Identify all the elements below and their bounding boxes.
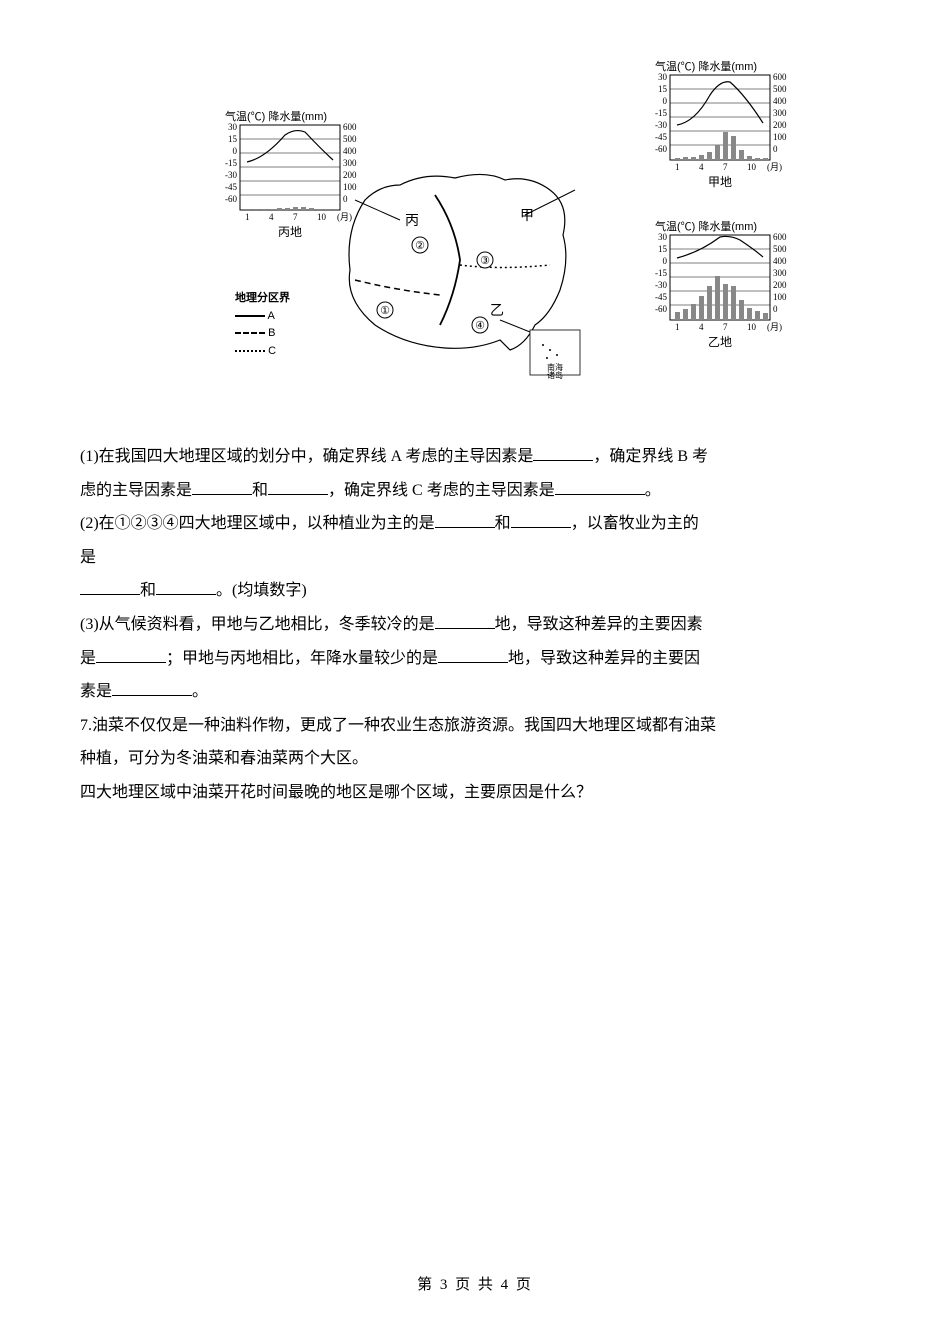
svg-text:-30: -30: [225, 170, 237, 180]
svg-text:0: 0: [773, 144, 778, 154]
svg-text:-15: -15: [655, 108, 667, 118]
svg-text:④: ④: [475, 320, 485, 332]
svg-text:-45: -45: [655, 292, 667, 302]
svg-text:600: 600: [773, 232, 787, 242]
svg-text:-45: -45: [655, 132, 667, 142]
question-3: (3)从气候资料看，甲地与乙地相比，冬季较冷的是地，导致这种差异的主要因素 是；…: [80, 608, 870, 709]
svg-text:-60: -60: [655, 144, 667, 154]
svg-text:500: 500: [773, 84, 787, 94]
svg-text:0: 0: [773, 304, 778, 314]
svg-text:600: 600: [773, 72, 787, 82]
chart-yi-label: 乙地: [645, 330, 795, 355]
svg-text:300: 300: [773, 108, 787, 118]
chart-jia: 30 15 0 -15 -30 -45 -60 600 500 400 300 …: [645, 70, 795, 180]
chart-jia-title: 气温(℃) 降水量(mm): [655, 56, 757, 79]
svg-text:15: 15: [658, 244, 668, 254]
svg-text:200: 200: [773, 280, 787, 290]
svg-text:丙: 丙: [405, 214, 419, 229]
svg-text:②: ②: [415, 240, 425, 252]
chart-bing-title: 气温(℃) 降水量(mm): [225, 106, 327, 129]
chart-yi-title: 气温(℃) 降水量(mm): [655, 216, 757, 239]
svg-text:诸岛: 诸岛: [547, 370, 563, 380]
legend-item-c: C: [235, 343, 290, 361]
svg-text:600: 600: [343, 122, 357, 132]
legend-item-a: A: [235, 308, 290, 326]
legend-title: 地理分区界: [235, 290, 290, 308]
svg-text:-30: -30: [655, 120, 667, 130]
legend-item-b: B: [235, 325, 290, 343]
svg-text:-30: -30: [655, 280, 667, 290]
svg-text:-60: -60: [225, 194, 237, 204]
svg-text:乙: 乙: [490, 303, 504, 319]
chart-jia-label: 甲地: [645, 170, 795, 195]
svg-text:500: 500: [343, 134, 357, 144]
svg-text:400: 400: [773, 96, 787, 106]
svg-text:-15: -15: [225, 158, 237, 168]
svg-text:100: 100: [773, 292, 787, 302]
svg-text:0: 0: [233, 146, 238, 156]
question-2: (2)在①②③④四大地理区域中，以种植业为主的是和，以畜牧业为主的 是 和。(均…: [80, 507, 870, 608]
svg-text:200: 200: [773, 120, 787, 130]
svg-text:400: 400: [773, 256, 787, 266]
svg-text:-15: -15: [655, 268, 667, 278]
chart-yi: 30 15 0 -15 -30 -45 -60 600 500 400 300 …: [645, 230, 795, 340]
svg-text:500: 500: [773, 244, 787, 254]
question-1: (1)在我国四大地理区域的划分中，确定界线 A 考虑的主导因素是，确定界线 B …: [80, 440, 870, 507]
legend: 地理分区界 A B C: [235, 290, 290, 360]
china-map: 甲 乙 丙 ① ② ③ ④ 南海 诸岛: [325, 150, 605, 380]
svg-text:0: 0: [663, 256, 668, 266]
figure-container: 气温(℃) 降水量(mm) 30 15 0 -15 -30 -45 -60 60…: [175, 80, 775, 420]
svg-text:③: ③: [480, 255, 490, 267]
svg-text:15: 15: [658, 84, 668, 94]
svg-text:-45: -45: [225, 182, 237, 192]
svg-text:100: 100: [773, 132, 787, 142]
page-footer: 第 3 页 共 4 页: [0, 1273, 950, 1294]
svg-text:0: 0: [663, 96, 668, 106]
svg-text:①: ①: [380, 305, 390, 317]
question-7: 7.油菜不仅仅是一种油料作物，更成了一种农业生态旅游资源。我国四大地理区域都有油…: [80, 709, 870, 810]
svg-text:300: 300: [773, 268, 787, 278]
svg-text:-60: -60: [655, 304, 667, 314]
svg-text:15: 15: [228, 134, 238, 144]
